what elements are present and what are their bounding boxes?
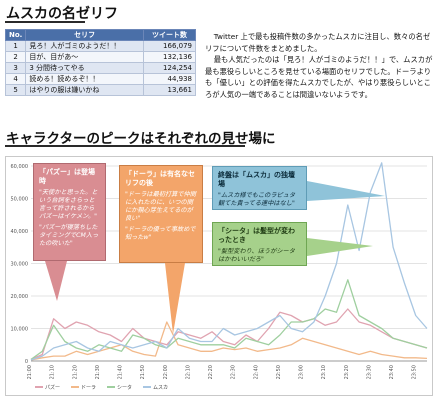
y-tick-label: 30,000 bbox=[11, 262, 29, 268]
annotation-head: 「パズー」は登場時 bbox=[39, 168, 95, 185]
row-tweet-count: 44,938 bbox=[143, 73, 196, 85]
x-tick-label: 22:50 bbox=[276, 365, 282, 379]
section-title-character-peaks: キャラクターのピークはそれぞれの見せ場に bbox=[6, 131, 276, 147]
annotation-pazu: 「パズー」は登場時 "天使かと思った。という台詞をさらっと言って許されるからパズ… bbox=[33, 163, 106, 261]
x-tick-label: 21:10 bbox=[50, 365, 56, 379]
annotation-quote: "ドーラの優って事故めで知ったw" bbox=[125, 226, 196, 241]
annotation-quote: "ドーラは最初打算で仲間に入れたのに、いつの間にか親心芽生えてるのが良い" bbox=[125, 191, 196, 222]
row-number: 1 bbox=[4, 40, 27, 52]
x-tick-label: 22:00 bbox=[163, 365, 169, 379]
x-tick-label: 21:30 bbox=[95, 365, 101, 379]
row-number: 3 bbox=[4, 62, 27, 74]
x-tick-label: 22:30 bbox=[231, 365, 237, 379]
section-title-underline bbox=[5, 21, 85, 23]
series-line-パズー bbox=[30, 308, 428, 360]
y-tick-label: 20,000 bbox=[11, 294, 29, 300]
x-tick-label: 23:40 bbox=[389, 365, 395, 379]
x-tick-label: 21:50 bbox=[140, 365, 146, 379]
description-paragraph: 最も人気だったのは「見ろ！人がゴミのようだ！！」で、ムスカが最も悪役らしいところ… bbox=[205, 55, 433, 99]
annotation-head: 「ドーラ」は有名なセリフの後 bbox=[125, 170, 195, 187]
row-tweet-count: 166,079 bbox=[143, 40, 196, 52]
y-tick-label: 10,000 bbox=[11, 327, 29, 333]
table-row: 4 読める！読めるぞ！！ 44,938 bbox=[4, 73, 196, 85]
y-tick-label: 40,000 bbox=[11, 229, 29, 235]
table-row: 3 3 分間待ってやる 124,254 bbox=[4, 62, 196, 74]
table-header-row: No. セリフ ツイート数 bbox=[4, 29, 196, 41]
callout-pointer-muska bbox=[307, 181, 385, 201]
series-line-ドーラ bbox=[30, 321, 428, 361]
y-tick-label: 60,000 bbox=[11, 164, 29, 170]
annotation-quote: "パズーが寝落ちしたタイミングでCM入ったの吹いた" bbox=[39, 224, 99, 247]
annotation-sheeta: 「シータ」は髪型が変わったとき "髪型変わり、ほうがシータはかわいいだろ" bbox=[212, 222, 307, 266]
tweet-ranking-table: No. セリフ ツイート数 1 見ろ！人がゴミのようだ！！ 166,079 2 … bbox=[4, 29, 196, 96]
series-line-シータ bbox=[30, 279, 428, 360]
annotation-head: 終盤は「ムスカ」の独壇場 bbox=[218, 171, 295, 188]
annotation-muska: 終盤は「ムスカ」の独壇場 "ムスカ様でもこのラピュタ観てた貴ってる連中はなし" bbox=[212, 166, 307, 210]
x-tick-label: 21:20 bbox=[72, 365, 78, 379]
row-number: 2 bbox=[4, 51, 27, 63]
callout-pointer-dora bbox=[165, 263, 185, 334]
header-tweets: ツイート数 bbox=[143, 29, 196, 41]
x-tick-label: 22:20 bbox=[208, 365, 214, 379]
row-line: 見ろ！人がゴミのようだ！！ bbox=[25, 40, 144, 52]
table-row: 2 目が、目があ〜 132,136 bbox=[4, 51, 196, 63]
x-tick-label: 22:10 bbox=[185, 365, 191, 379]
row-tweet-count: 132,136 bbox=[143, 51, 196, 63]
row-tweet-count: 13,661 bbox=[143, 84, 196, 96]
annotation-quote: "髪型変わり、ほうがシータはかわいいだろ" bbox=[218, 248, 295, 263]
x-tick-label: 23:10 bbox=[321, 365, 327, 379]
x-tick-label: 21:00 bbox=[27, 365, 33, 379]
x-tick-label: 23:20 bbox=[344, 365, 350, 379]
y-tick-label: 50,000 bbox=[11, 197, 29, 203]
section-title-underline bbox=[5, 145, 245, 147]
x-tick-label: 23:00 bbox=[299, 365, 305, 379]
row-number: 5 bbox=[4, 84, 27, 96]
callout-pointer-sheeta bbox=[307, 238, 373, 256]
callout-pointer-pazu bbox=[45, 261, 67, 301]
row-tweet-count: 124,254 bbox=[143, 62, 196, 74]
table-row: 5 はやりの服は嫌いかね 13,661 bbox=[4, 84, 196, 96]
x-tick-label: 22:40 bbox=[253, 365, 259, 379]
section-title-muska-lines: ムスカの名ゼリフ bbox=[6, 6, 118, 22]
description-text: Twitter 上で最も投稿件数の多かったムスカに注目し、数々の名ゼリフについて… bbox=[205, 31, 433, 101]
header-no: No. bbox=[4, 29, 27, 41]
series-line-ムスカ bbox=[30, 162, 428, 361]
description-paragraph: Twitter 上で最も投稿件数の多かったムスカに注目し、数々の名ゼリフについて… bbox=[205, 32, 431, 53]
y-tick-label: 0 bbox=[25, 359, 28, 365]
header-line: セリフ bbox=[25, 29, 144, 41]
legend-label: パズー bbox=[45, 384, 60, 391]
row-number: 4 bbox=[4, 73, 27, 85]
annotation-head: 「シータ」は髪型が変わったとき bbox=[218, 227, 295, 244]
annotation-quote: "天使かと思った。という台詞をさらっと言って許されるからパズーはイケメン。" bbox=[39, 189, 98, 220]
annotation-dora: 「ドーラ」は有名なセリフの後 "ドーラは最初打算で仲間に入れたのに、いつの間にか… bbox=[119, 165, 203, 263]
legend-label: ドーラ bbox=[81, 385, 96, 391]
x-tick-label: 21:40 bbox=[118, 365, 124, 379]
x-tick-label: 23:30 bbox=[366, 365, 372, 379]
row-line: 3 分間待ってやる bbox=[25, 62, 144, 74]
row-line: はやりの服は嫌いかね bbox=[25, 84, 144, 96]
annotation-quote: "ムスカ様でもこのラピュタ観てた貴ってる連中はなし" bbox=[218, 192, 296, 207]
row-line: 読める！読めるぞ！！ bbox=[25, 73, 144, 85]
legend-label: シータ bbox=[117, 384, 132, 391]
x-tick-label: 23:50 bbox=[412, 365, 418, 379]
table-row: 1 見ろ！人がゴミのようだ！！ 166,079 bbox=[4, 40, 196, 52]
row-line: 目が、目があ〜 bbox=[25, 51, 144, 63]
legend-label: ムスカ bbox=[153, 385, 168, 391]
